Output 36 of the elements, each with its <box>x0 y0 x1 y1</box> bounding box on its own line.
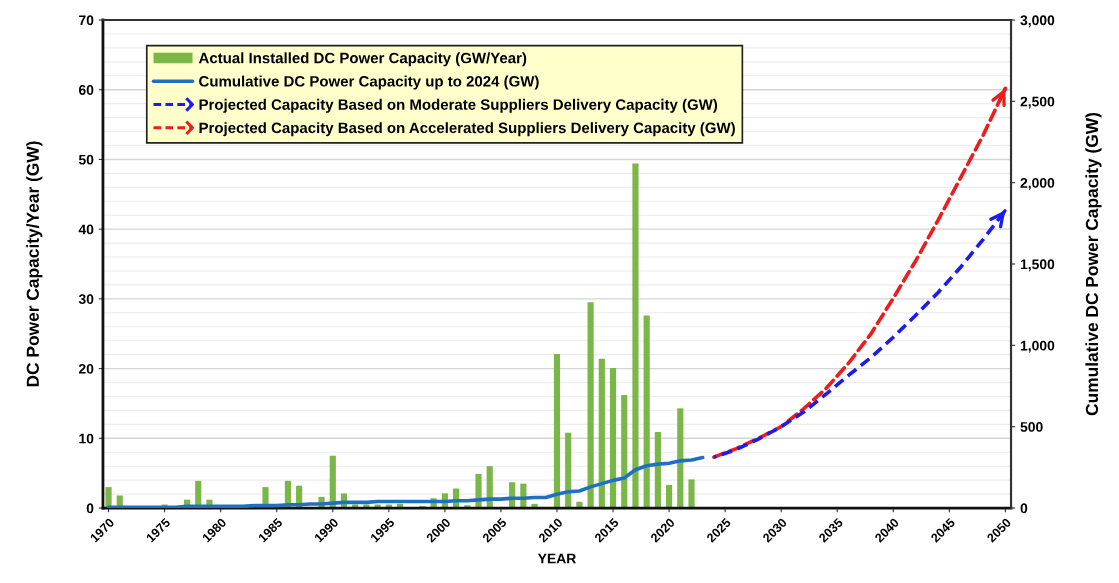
y-tick-label: 20 <box>78 363 94 374</box>
y-axis-title: DC Power Capacity/Year (GW) <box>26 141 43 387</box>
bar <box>621 395 628 509</box>
y2-tick-label: 0 <box>1020 503 1028 514</box>
y2-axis-title: Cumulative DC Power Capacity (GW) <box>1085 112 1102 416</box>
bar <box>643 315 650 509</box>
bar <box>598 358 605 509</box>
bar <box>553 353 561 509</box>
y2-tick-label: 2,000 <box>1020 178 1055 190</box>
y-tick-label: 40 <box>78 224 94 235</box>
legend-label: Projected Capacity Based on Accelerated Suppliers Delivery Capacity (GW) <box>199 122 735 137</box>
y2-tick-label: 1,000 <box>1020 340 1055 353</box>
bar <box>632 163 639 509</box>
bar <box>565 432 572 509</box>
bar <box>609 367 617 509</box>
y-tick-label: 30 <box>78 294 94 305</box>
y2-tick-label: 1,500 <box>1020 259 1055 272</box>
y-tick-label: 70 <box>79 15 94 26</box>
bar <box>677 408 684 509</box>
line-series <box>106 455 705 509</box>
legend-label: Cumulative DC Power Capacity up to 2024 (GW) <box>199 75 539 90</box>
y-tick-label: 50 <box>78 154 94 165</box>
bar <box>666 485 673 509</box>
legend-label: Projected Capacity Based on Moderate Suppliers Delivery Capacity (GW) <box>199 98 718 113</box>
bar <box>105 487 112 509</box>
bar <box>587 302 594 509</box>
y-tick-label: 60 <box>78 85 94 95</box>
y-tick-label: 0 <box>86 503 94 514</box>
x-axis-title: YEAR <box>537 553 576 564</box>
bar <box>688 479 695 509</box>
y2-tick-label: 2,500 <box>1020 96 1055 109</box>
legend-label: Actual Installed DC Power Capacity (GW/Year) <box>198 52 527 67</box>
y-tick-label: 10 <box>79 433 94 444</box>
y2-tick-label: 500 <box>1020 422 1043 432</box>
bar <box>654 432 661 509</box>
y2-tick-label: 3,000 <box>1020 15 1055 28</box>
